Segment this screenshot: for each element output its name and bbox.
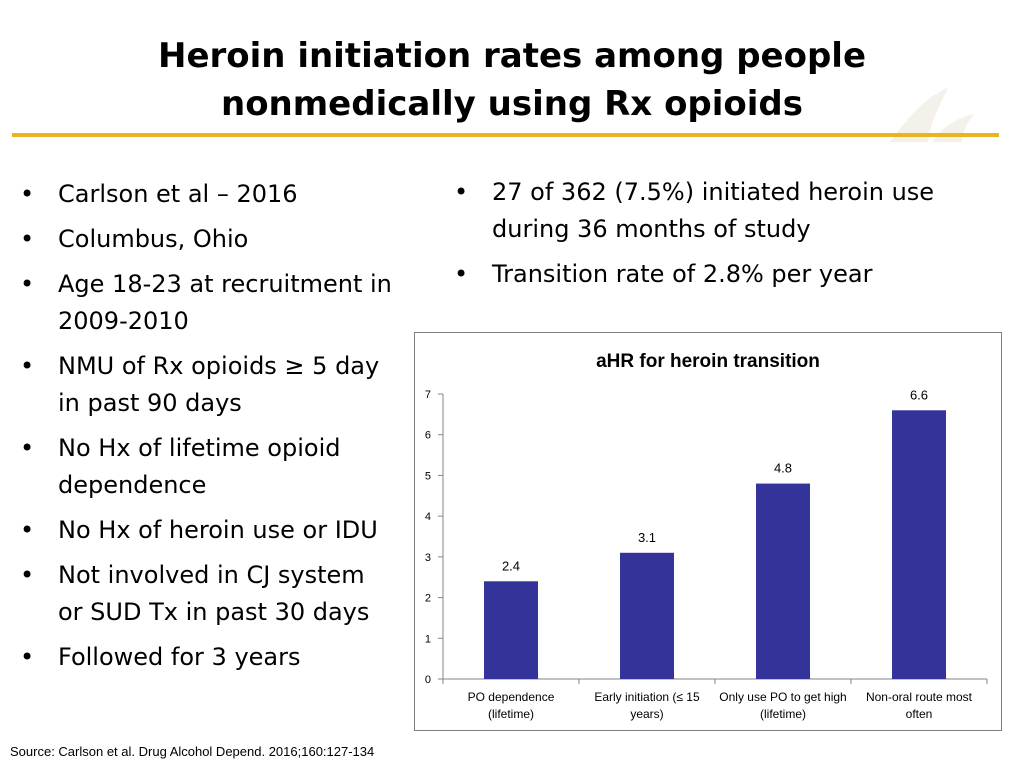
bullet-item: • Age 18-23 at recruitment in 2009-2010 <box>20 266 395 340</box>
bullet-text: Not involved in CJ system or SUD Tx in p… <box>58 561 370 626</box>
x-category-label: Non-oral route most <box>866 690 973 704</box>
bullet-text: Columbus, Ohio <box>58 225 249 253</box>
bullet-text: 27 of 362 (7.5%) initiated heroin use du… <box>492 178 935 243</box>
bullet-icon: • <box>20 643 35 671</box>
bullet-item: • 27 of 362 (7.5%) initiated heroin use d… <box>454 174 999 248</box>
bullet-icon: • <box>20 516 35 544</box>
bullet-item: • No Hx of heroin use or IDU <box>20 512 395 549</box>
data-label: 2.4 <box>502 558 520 573</box>
bar-2 <box>620 552 674 679</box>
bullet-item: • Columbus, Ohio <box>20 221 395 258</box>
bullet-text: Followed for 3 years <box>58 643 301 671</box>
bar-1 <box>484 581 538 679</box>
y-tick-label: 0 <box>425 674 431 686</box>
bullet-item: • Followed for 3 years <box>20 639 395 676</box>
bullet-text: No Hx of lifetime opioid dependence <box>58 434 341 499</box>
y-tick-label: 4 <box>425 511 431 523</box>
right-bullet-list: • 27 of 362 (7.5%) initiated heroin use d… <box>454 174 999 301</box>
bullet-icon: • <box>454 260 469 288</box>
x-category-label: Early initiation (≤ 15 <box>594 690 700 704</box>
x-category-label: often <box>906 707 933 721</box>
bullet-text: Transition rate of 2.8% per year <box>492 260 873 288</box>
y-tick-label: 7 <box>425 389 431 401</box>
chart-container: aHR for heroin transition 0 1 2 3 4 5 6 7 2.4 PO d… <box>414 332 1002 731</box>
x-category-label: years) <box>630 707 663 721</box>
bullet-item: • Carlson et al – 2016 <box>20 176 395 213</box>
bullet-icon: • <box>20 270 35 298</box>
bullet-item: • NMU of Rx opioids ≥ 5 day in past 90 da… <box>20 348 395 422</box>
bullet-icon: • <box>20 352 35 380</box>
slide-title-line-1: Heroin initiation rates among people <box>157 36 867 76</box>
bar-3 <box>756 483 810 679</box>
bullet-icon: • <box>454 178 469 206</box>
left-bullet-list: • Carlson et al – 2016 • Columbus, Ohio • Age… <box>20 176 395 684</box>
source-citation: Source: Carlson et al. Drug Alcohol Depe… <box>10 744 375 759</box>
bar-chart: aHR for heroin transition 0 1 2 3 4 5 6 7 2.4 PO d… <box>425 351 988 721</box>
bullet-item: • Transition rate of 2.8% per year <box>454 256 999 293</box>
bullet-icon: • <box>20 561 35 589</box>
x-category-label: (lifetime) <box>760 707 806 721</box>
x-category-label: (lifetime) <box>488 707 534 721</box>
bullet-text: Age 18-23 at recruitment in 2009-2010 <box>58 270 392 335</box>
y-tick-label: 5 <box>425 470 431 482</box>
bullet-text: Carlson et al – 2016 <box>58 180 298 208</box>
bullet-icon: • <box>20 225 35 253</box>
bar-4 <box>892 410 946 679</box>
bullet-item: • Not involved in CJ system or SUD Tx in … <box>20 557 395 631</box>
chart-title: aHR for heroin transition <box>596 351 820 372</box>
y-tick-label: 1 <box>425 633 431 645</box>
bullet-text: NMU of Rx opioids ≥ 5 day in past 90 day… <box>58 352 380 417</box>
data-label: 4.8 <box>774 461 792 476</box>
title-underline <box>12 133 999 137</box>
slide-title: Heroin initiation rates among people non… <box>0 32 1024 128</box>
y-tick-label: 2 <box>425 593 431 605</box>
bullet-text: No Hx of heroin use or IDU <box>58 516 378 544</box>
slide-title-line-2: nonmedically using Rx opioids <box>220 84 804 124</box>
x-category-label: Only use PO to get high <box>719 690 846 704</box>
x-category-label: PO dependence <box>468 690 555 704</box>
bullet-icon: • <box>20 434 35 462</box>
y-tick-label: 3 <box>425 552 431 564</box>
bullet-item: • No Hx of lifetime opioid dependence <box>20 430 395 504</box>
y-tick-label: 6 <box>425 430 431 442</box>
bullet-icon: • <box>20 180 35 208</box>
data-label: 3.1 <box>638 530 656 545</box>
data-label: 6.6 <box>910 387 928 402</box>
